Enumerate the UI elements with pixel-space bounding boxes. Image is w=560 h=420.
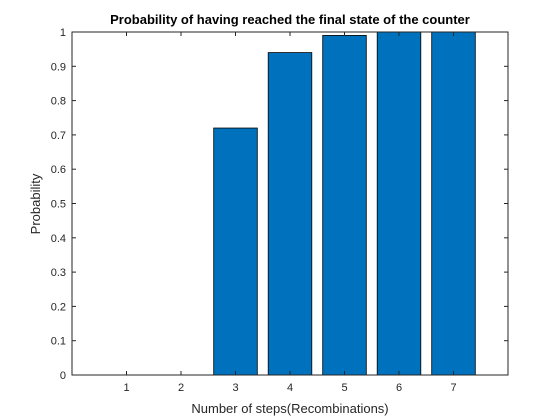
x-tick-label: 7 (450, 382, 456, 394)
x-tick-label: 2 (178, 382, 184, 394)
y-tick-label: 0.5 (51, 199, 66, 211)
x-axis-label: Number of steps(Recombinations) (191, 401, 388, 416)
y-tick-label: 0.3 (51, 267, 66, 279)
x-tick-label: 1 (123, 382, 129, 394)
y-axis-label: Probability (28, 173, 43, 234)
bar-3 (213, 127, 258, 376)
x-tick-label: 3 (232, 382, 238, 394)
x-tick-label: 6 (396, 382, 402, 394)
y-tick-label: 0.8 (51, 96, 66, 108)
bars-group (213, 31, 476, 376)
y-tick-label: 0.2 (51, 301, 66, 313)
y-tick-label: 0.4 (51, 233, 66, 245)
y-ticks-group: 0 0.1 0.2 0.3 0.4 0.5 0.6 0.7 0.8 0.9 1 (51, 27, 508, 382)
y-tick-label: 0.9 (51, 61, 66, 73)
bar-6 (376, 31, 422, 376)
y-tick-label: 0.6 (51, 164, 66, 176)
bar-4 (267, 52, 313, 376)
axes-box (71, 31, 509, 376)
y-tick-label: 0 (60, 370, 66, 382)
x-tick-label: 5 (341, 382, 347, 394)
y-tick-label: 0.7 (51, 130, 66, 142)
chart-title: Probability of having reached the final … (110, 12, 470, 27)
bar-5 (322, 35, 367, 376)
y-tick-label: 0.1 (51, 336, 66, 348)
x-tick-label: 4 (287, 382, 293, 394)
y-tick-label: 1 (60, 27, 66, 39)
bar-7 (431, 31, 476, 376)
x-ticks-group: 1 2 3 4 5 6 7 (123, 32, 457, 394)
